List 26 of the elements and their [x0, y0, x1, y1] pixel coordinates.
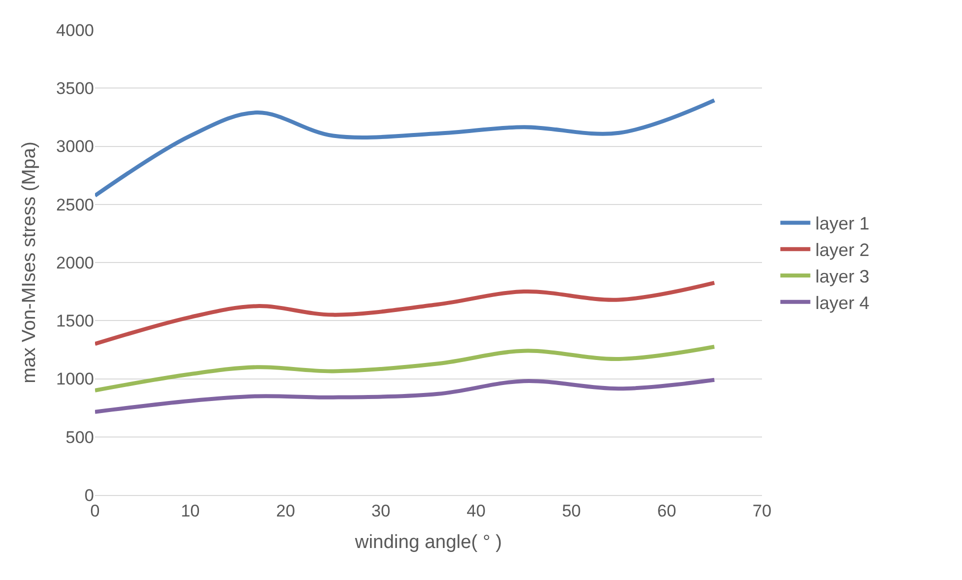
y-axis-title: max Von-MIses stress (Mpa)	[19, 142, 40, 384]
legend-label: layer 3	[815, 266, 870, 287]
y-tick-label: 500	[66, 428, 94, 447]
y-tick-label: 1000	[56, 370, 94, 389]
legend-label: layer 2	[815, 240, 870, 260]
x-tick-label: 70	[752, 501, 772, 520]
legend-label: layer 4	[815, 292, 870, 313]
y-tick-label: 3000	[56, 137, 94, 156]
y-tick-label: 1500	[56, 312, 94, 331]
line-series	[95, 344, 716, 392]
y-tick-label: 2500	[56, 195, 94, 214]
x-axis-title: winding angle( ° )	[354, 532, 502, 554]
y-tick-label: 2000	[56, 253, 94, 272]
legend-label: layer 1	[815, 214, 870, 234]
x-tick-label: 40	[466, 501, 486, 520]
x-tick-label: 20	[276, 501, 296, 520]
line-series	[95, 98, 716, 198]
line-series	[95, 378, 716, 414]
x-tick-label: 10	[180, 501, 200, 520]
y-tick-label: 0	[84, 486, 94, 505]
y-tick-label: 4000	[56, 20, 94, 40]
line-series	[95, 280, 716, 346]
x-tick-label: 60	[657, 501, 676, 520]
y-tick-label: 3500	[56, 79, 94, 98]
x-tick-label: 30	[371, 501, 390, 520]
x-tick-label: 50	[562, 501, 581, 520]
